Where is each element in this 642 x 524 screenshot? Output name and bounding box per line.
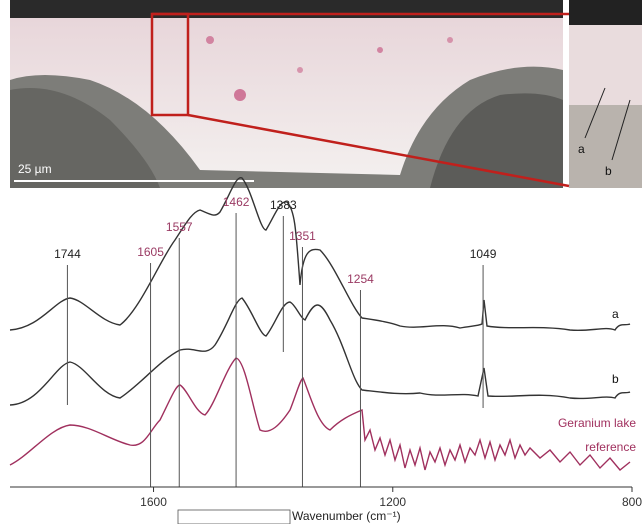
x-tick-label: 1200 [379, 495, 406, 509]
spectrum-a [10, 178, 630, 331]
peak-label: 1557 [166, 220, 193, 234]
spectra [10, 178, 630, 470]
spectrum-reference [10, 358, 630, 470]
spectrum-b [10, 298, 630, 405]
scale-bar-label: 25 µm [18, 162, 52, 176]
peak-label: 1254 [347, 272, 374, 286]
reference-label: reference [585, 440, 636, 454]
x-tick-label: 1600 [140, 495, 167, 509]
curve-label-b: b [612, 372, 619, 386]
axis-label-box [178, 510, 290, 524]
peak-label: 1744 [54, 247, 81, 261]
curve-label-a: a [612, 307, 619, 321]
peak-label: 1383 [270, 198, 297, 212]
x-axis-label: Wavenumber (cm⁻¹) [292, 509, 401, 523]
reference-label: Geranium lake [558, 416, 636, 430]
micrograph: 25 µm a b [10, 0, 642, 188]
x-tick-label: 800 [622, 495, 642, 509]
peak-label: 1049 [470, 247, 497, 261]
image-label-b: b [605, 164, 612, 178]
peak-label: 1605 [137, 245, 164, 259]
peak-label: 1462 [223, 195, 250, 209]
image-label-a: a [578, 142, 585, 156]
peak-label: 1351 [289, 229, 316, 243]
figure: 25 µm a b 1744 16051557 1462 1383 1351 1254 10… [0, 0, 642, 524]
